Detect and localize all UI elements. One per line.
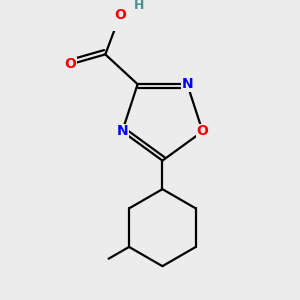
Text: O: O: [114, 8, 126, 22]
Text: N: N: [116, 124, 128, 138]
Text: O: O: [64, 57, 76, 71]
Text: H: H: [134, 0, 144, 12]
Text: O: O: [196, 124, 208, 138]
Text: N: N: [182, 77, 193, 91]
